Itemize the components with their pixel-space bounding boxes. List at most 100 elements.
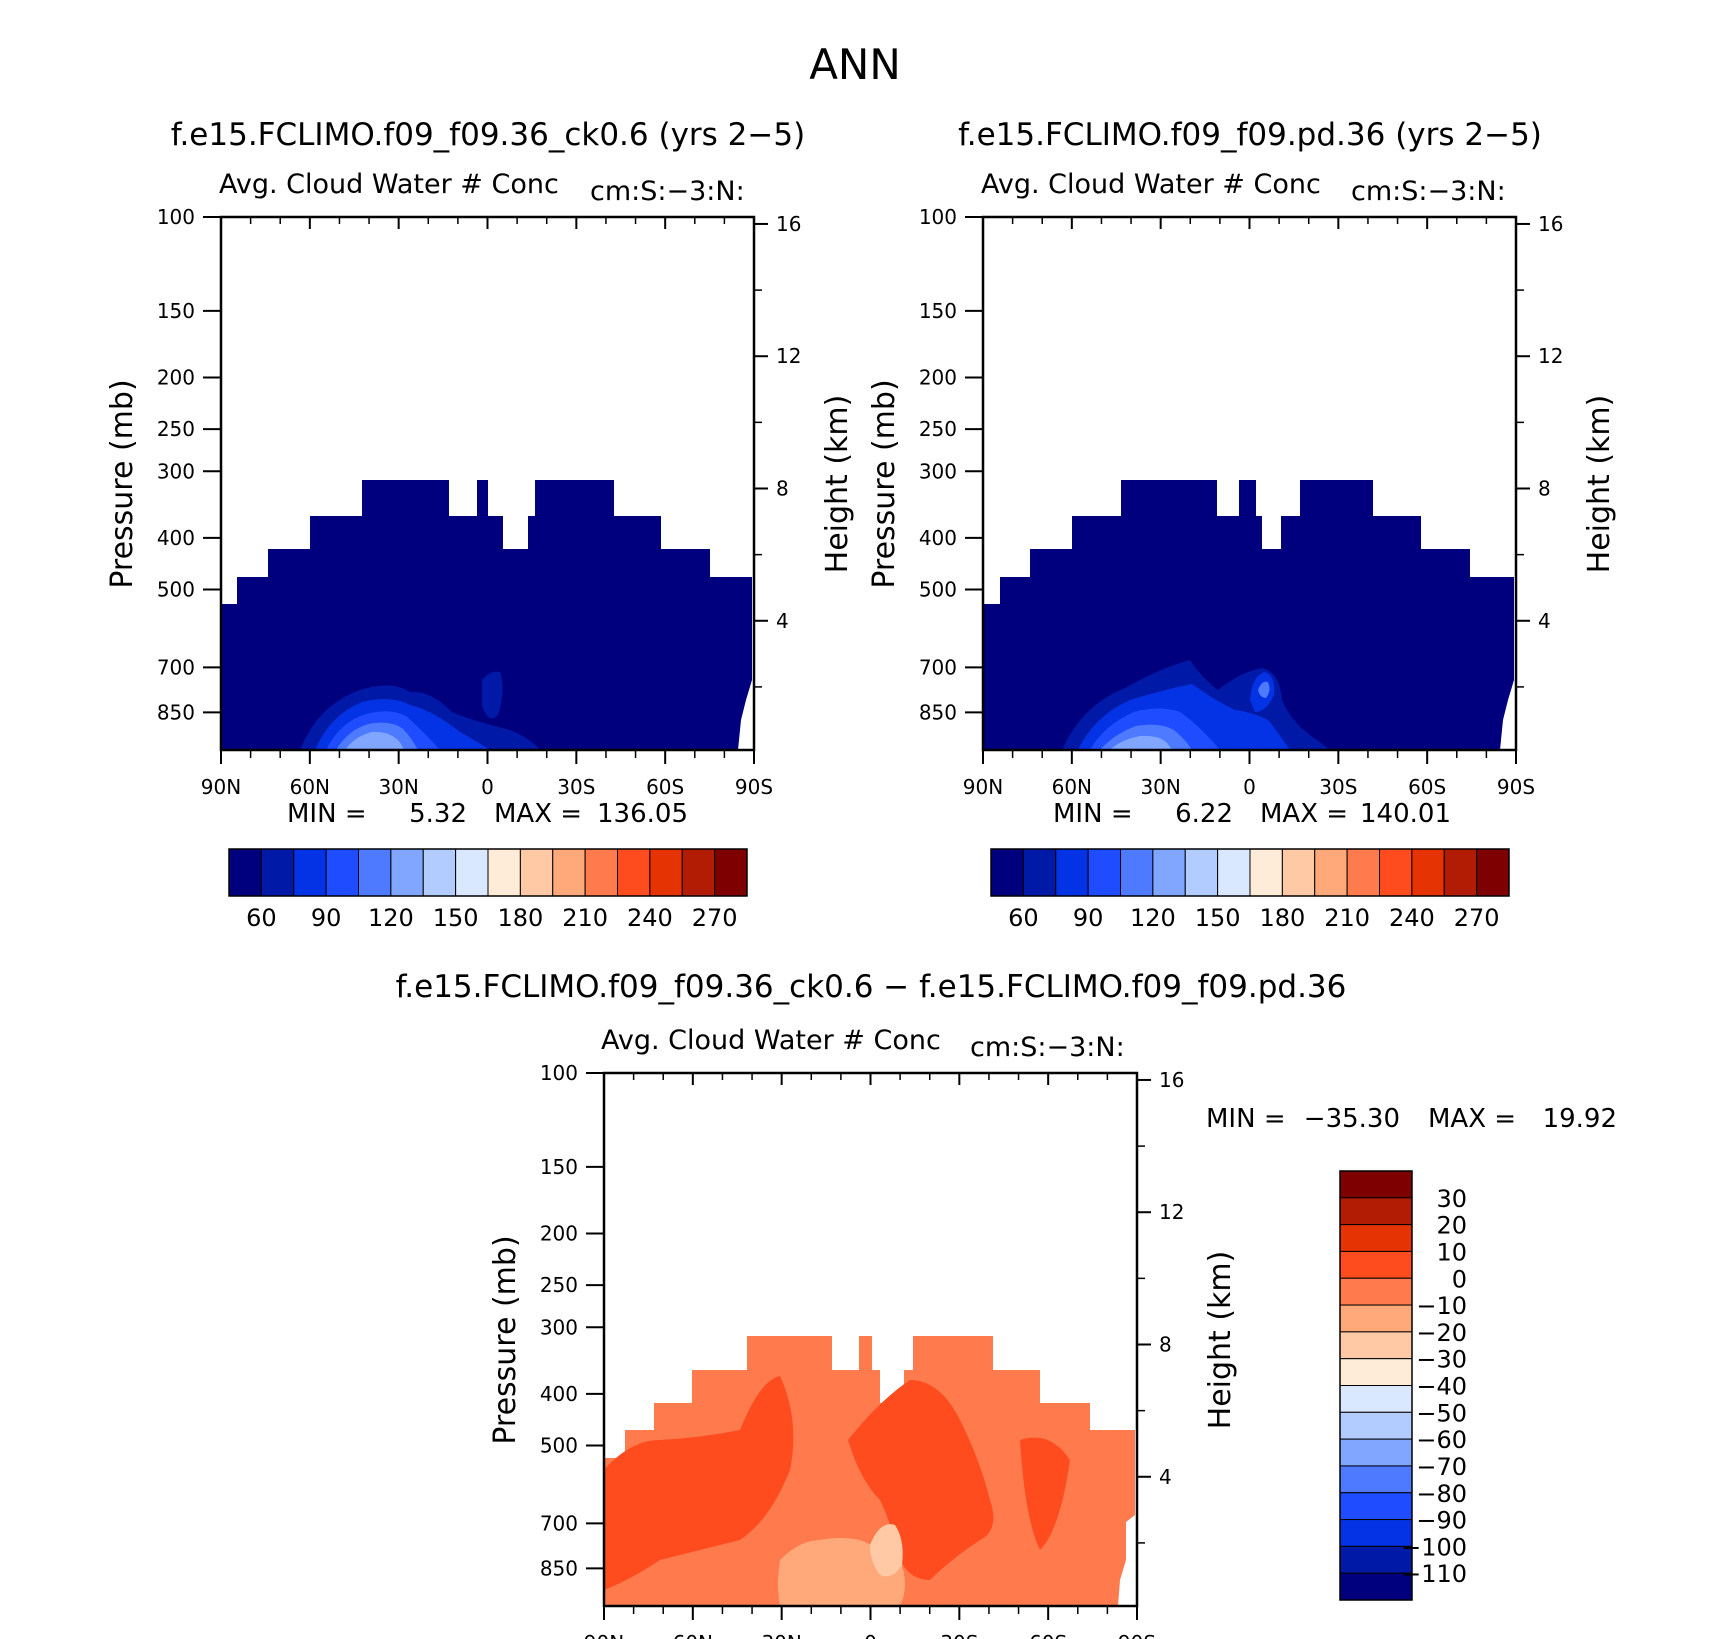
panel-b-y2tick-label: 12	[1538, 344, 1563, 368]
panel-diff-xtick-label: 60N	[673, 1631, 713, 1639]
panel-a-y2tick-label: 8	[776, 476, 789, 500]
panel-b-xtick-label: 60N	[1052, 775, 1092, 799]
panel-diff-colorbar-label: −100	[1401, 1533, 1467, 1561]
panel-a-colorbar-swatch	[325, 848, 359, 897]
panel-diff-colorbar-label: −40	[1416, 1373, 1467, 1401]
panel-diff-colorbar-label: 30	[1436, 1185, 1467, 1213]
panel-diff-ytick-label: 250	[540, 1273, 578, 1297]
panel-b-min-label: MIN =	[1053, 799, 1133, 829]
panel-b-ytick-label: 500	[919, 578, 957, 602]
panel-a-xtick-label: 30N	[378, 775, 418, 799]
panel-a-colorbar-swatch	[519, 848, 554, 897]
panel-diff-ytick-label: 500	[540, 1434, 578, 1458]
panel-diff-min-label: MIN =	[1206, 1104, 1286, 1134]
panel-b-colorbar-swatch	[1152, 848, 1186, 897]
panel-a-cloud-fill	[221, 480, 752, 750]
panel-a-ytick-label: 200	[157, 365, 195, 389]
panel-a-colorbar-swatch	[390, 848, 424, 897]
panel-diff-colorbar-label: −110	[1401, 1560, 1467, 1588]
panel-diff-xtick-label: 60S	[1029, 1631, 1067, 1639]
panel-a-colorbar-swatch	[358, 848, 392, 897]
panel-b-xtick-label: 0	[1243, 775, 1256, 799]
panel-b-y2tick-label: 16	[1538, 212, 1563, 236]
panel-b-ytick-label: 200	[919, 365, 957, 389]
panel-b-ytick-label: 250	[919, 417, 957, 441]
panel-diff-max-label: MAX =	[1428, 1104, 1516, 1134]
panel-a-colorbar-label: 120	[368, 904, 414, 932]
panel-b-contour-eq-2	[1258, 681, 1270, 698]
panel-b-colorbar-swatch	[1120, 848, 1154, 897]
panel-diff-colorbar-label: 20	[1436, 1212, 1467, 1240]
panel-b-ytick-label: 400	[919, 526, 957, 550]
panel-diff-colorbar-swatch	[1339, 1170, 1413, 1199]
panel-b-colorbar-swatch	[1281, 848, 1316, 897]
panel-a-y2tick-label: 12	[776, 344, 801, 368]
panel-a: f.e15.FCLIMO.f09_f09.36_ck0.6 (yrs 2−5) …	[105, 117, 855, 932]
panel-a-min-value: 5.32	[409, 799, 467, 829]
panel-diff-colorbar-swatch	[1339, 1331, 1413, 1360]
panel-a-ytick-label: 500	[157, 578, 195, 602]
panel-diff-region-neg10-a	[604, 1376, 794, 1590]
panel-a-colorbar-label: 240	[627, 904, 673, 932]
panel-b-colorbar-label: 270	[1454, 904, 1500, 932]
panel-b-colorbar-label: 150	[1195, 904, 1241, 932]
panel-diff-ticks: 100 150 200 250 300 400 500 700 850 90N 60N 30N 0 30S…	[540, 1061, 1185, 1639]
panel-diff-xtick-label: 90N	[584, 1631, 624, 1639]
panel-b-colorbar: 60 90 120 150 180 210 240 270	[990, 848, 1510, 932]
panel-b-colorbar-swatch	[990, 848, 1024, 897]
panel-diff-max-value: 19.92	[1543, 1104, 1617, 1134]
panel-b-max-value: 140.01	[1360, 799, 1451, 829]
panel-diff-colorbar-swatch	[1339, 1197, 1413, 1226]
panel-a-ytick-label: 250	[157, 417, 195, 441]
panel-b-y2tick-label: 8	[1538, 476, 1551, 500]
panel-a-colorbar-swatch	[455, 848, 489, 897]
panel-a-colorbar-swatch	[228, 848, 262, 897]
panel-b-xtick-label: 60S	[1408, 775, 1446, 799]
panel-b-stats: MIN = 6.22 MAX = 140.01	[1053, 799, 1451, 829]
panel-b-y-label: Pressure (mb)	[867, 379, 902, 588]
panel-diff-ytick-label: 300	[540, 1315, 578, 1339]
panel-diff-colorbar-label: 10	[1436, 1238, 1467, 1266]
panel-diff-y2tick-label: 8	[1159, 1332, 1172, 1356]
panel-b-ytick-label: 850	[919, 700, 957, 724]
panel-b-colorbar-swatch	[1087, 848, 1121, 897]
panel-diff-colorbar: 3020100−10−20−30−40−50−60−70−80−90−100−1…	[1339, 1170, 1467, 1601]
panel-a-variable-title: Avg. Cloud Water # Conc	[219, 169, 559, 200]
panel-diff-xtick-label: 30N	[761, 1631, 801, 1639]
panel-a-colorbar-swatch	[584, 848, 618, 897]
panel-b-colorbar-swatch	[1314, 848, 1348, 897]
panel-a-colorbar-swatch	[552, 848, 586, 897]
panel-b-colorbar-swatch	[1476, 848, 1510, 897]
panel-a-units: cm:S:−3:N:	[590, 176, 745, 207]
panel-a-xtick-label: 0	[481, 775, 494, 799]
panel-diff-colorbar-swatch	[1339, 1304, 1413, 1333]
panel-b-colorbar-label: 210	[1324, 904, 1370, 932]
panel-diff-colorbar-swatch	[1339, 1492, 1413, 1521]
panel-b-colorbar-label: 60	[1008, 904, 1039, 932]
panel-diff-colorbar-swatch	[1339, 1411, 1413, 1440]
panel-b-plot-area	[983, 217, 1516, 750]
panel-diff: f.e15.FCLIMO.f09_f09.36_ck0.6 − f.e15.FC…	[396, 969, 1617, 1639]
panel-diff-y2-label: Height (km)	[1203, 1251, 1238, 1430]
panel-a-xtick-label: 60S	[646, 775, 684, 799]
panel-b: f.e15.FCLIMO.f09_f09.pd.36 (yrs 2−5) Avg…	[867, 117, 1617, 932]
panel-b-xtick-label: 30N	[1140, 775, 1180, 799]
panel-a-ticks: 100 150 200 250 300 400 500 700 850 90N 60N 30N 0 30S…	[157, 205, 802, 799]
panel-diff-colorbar-swatch	[1339, 1358, 1413, 1386]
panel-a-colorbar-label: 270	[692, 904, 738, 932]
panel-diff-region-neg10-c	[1020, 1437, 1070, 1550]
panel-diff-y-label: Pressure (mb)	[488, 1235, 523, 1444]
panel-diff-ytick-label: 150	[540, 1155, 578, 1179]
panel-a-ytick-label: 300	[157, 459, 195, 483]
panel-b-units: cm:S:−3:N:	[1351, 176, 1506, 207]
panel-diff-xtick-label: 0	[864, 1631, 877, 1639]
panel-b-colorbar-swatch	[1249, 848, 1283, 897]
panel-a-colorbar-label: 60	[246, 904, 277, 932]
panel-a-case-title: f.e15.FCLIMO.f09_f09.36_ck0.6 (yrs 2−5)	[171, 117, 805, 153]
panel-diff-colorbar-label: −20	[1416, 1319, 1467, 1347]
panel-diff-plot-area	[604, 1073, 1137, 1606]
panel-diff-colorbar-label: −50	[1416, 1399, 1467, 1427]
panel-diff-case-title: f.e15.FCLIMO.f09_f09.36_ck0.6 − f.e15.FC…	[396, 969, 1347, 1005]
panel-a-y-label: Pressure (mb)	[105, 379, 140, 588]
panel-b-colorbar-swatch	[1022, 848, 1057, 897]
